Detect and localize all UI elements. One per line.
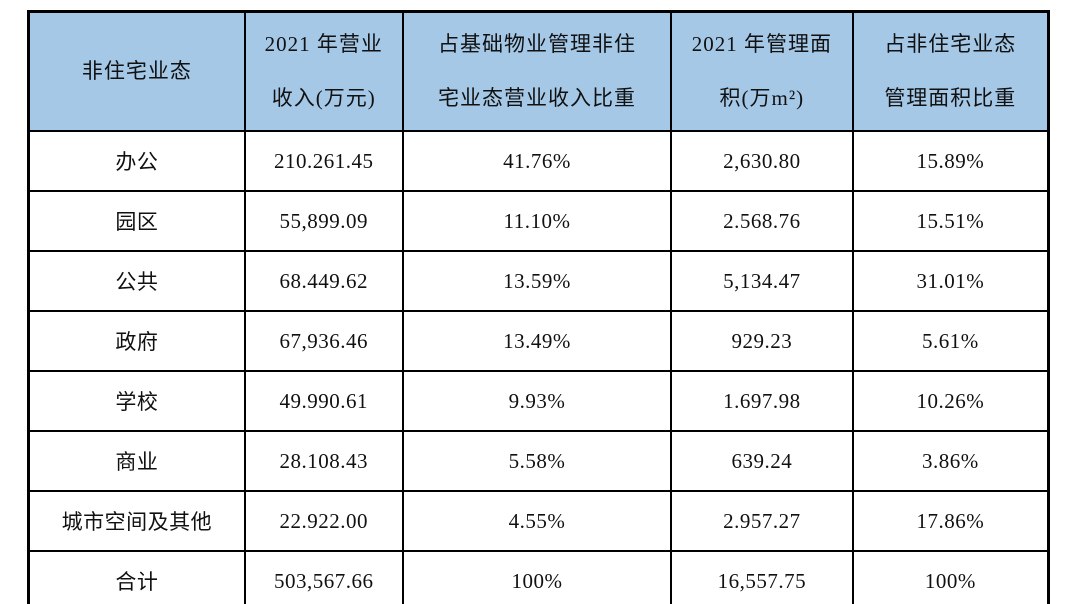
row-label-cell: 政府 <box>27 310 246 372</box>
data-cell: 13.59% <box>401 250 673 312</box>
data-cell: 31.01% <box>851 250 1050 312</box>
header-cell-line: 收入(万元) <box>271 86 376 110</box>
data-cell: 2.568.76 <box>670 190 854 252</box>
table-row: 办公 210.261.45 41.76% 2,630.80 15.89% <box>27 130 1050 192</box>
header-cell-1: 2021 年营业 收入(万元) <box>243 10 404 132</box>
header-cell-4: 占非住宅业态 管理面积比重 <box>851 10 1050 132</box>
table-row: 政府 67,936.46 13.49% 929.23 5.61% <box>27 310 1050 372</box>
data-cell: 9.93% <box>401 370 673 432</box>
data-cell: 100% <box>401 550 673 604</box>
data-cell: 3.86% <box>851 430 1050 492</box>
header-cell-line: 非住宅业态 <box>81 59 192 83</box>
header-cell-line: 宅业态营业收入比重 <box>437 86 636 110</box>
data-cell: 100% <box>851 550 1050 604</box>
header-cell-line: 管理面积比重 <box>884 86 1017 110</box>
header-cell-line: 占基础物业管理非住 <box>437 32 636 56</box>
data-cell: 15.89% <box>851 130 1050 192</box>
data-cell: 210.261.45 <box>243 130 404 192</box>
data-cell: 2,630.80 <box>670 130 854 192</box>
data-cell: 11.10% <box>401 190 673 252</box>
row-label-cell: 公共 <box>27 250 246 312</box>
header-cell-2: 占基础物业管理非住 宅业态营业收入比重 <box>401 10 673 132</box>
data-cell: 13.49% <box>401 310 673 372</box>
data-cell: 22.922.00 <box>243 490 404 552</box>
table-row: 合计 503,567.66 100% 16,557.75 100% <box>27 550 1050 604</box>
table-row: 城市空间及其他 22.922.00 4.55% 2.957.27 17.86% <box>27 490 1050 552</box>
data-cell: 929.23 <box>670 310 854 372</box>
non-residential-business-table: 非住宅业态 2021 年营业 收入(万元) 占基础物业管理非住 宅业态营业收入比重 202… <box>27 10 1050 604</box>
table-row: 公共 68.449.62 13.59% 5,134.47 31.01% <box>27 250 1050 312</box>
data-cell: 2.957.27 <box>670 490 854 552</box>
data-cell: 41.76% <box>401 130 673 192</box>
row-label-cell: 学校 <box>27 370 246 432</box>
data-cell: 67,936.46 <box>243 310 404 372</box>
data-cell: 16,557.75 <box>670 550 854 604</box>
header-cell-0: 非住宅业态 <box>27 10 246 132</box>
table-body: 办公 210.261.45 41.76% 2,630.80 15.89% 园区 55,899… <box>27 130 1050 604</box>
data-cell: 1.697.98 <box>670 370 854 432</box>
data-cell: 55,899.09 <box>243 190 404 252</box>
header-cell-line: 2021 年管理面 <box>691 32 832 56</box>
header-cell-3: 2021 年管理面 积(万m²) <box>670 10 854 132</box>
header-cell-line: 2021 年营业 <box>264 32 383 56</box>
data-cell: 49.990.61 <box>243 370 404 432</box>
data-cell: 68.449.62 <box>243 250 404 312</box>
data-cell: 10.26% <box>851 370 1050 432</box>
table-row: 学校 49.990.61 9.93% 1.697.98 10.26% <box>27 370 1050 432</box>
row-label-cell: 城市空间及其他 <box>27 490 246 552</box>
table-row: 园区 55,899.09 11.10% 2.568.76 15.51% <box>27 190 1050 252</box>
row-label-cell: 商业 <box>27 430 246 492</box>
data-cell: 5.58% <box>401 430 673 492</box>
data-cell: 4.55% <box>401 490 673 552</box>
row-label-cell: 园区 <box>27 190 246 252</box>
data-cell: 5.61% <box>851 310 1050 372</box>
data-cell: 15.51% <box>851 190 1050 252</box>
row-label-cell: 办公 <box>27 130 246 192</box>
data-cell: 5,134.47 <box>670 250 854 312</box>
data-cell: 28.108.43 <box>243 430 404 492</box>
data-cell: 503,567.66 <box>243 550 404 604</box>
row-label-cell: 合计 <box>27 550 246 604</box>
header-cell-line: 积(万m²) <box>719 86 805 110</box>
table-row: 商业 28.108.43 5.58% 639.24 3.86% <box>27 430 1050 492</box>
table-header: 非住宅业态 2021 年营业 收入(万元) 占基础物业管理非住 宅业态营业收入比重 202… <box>27 10 1050 132</box>
header-row: 非住宅业态 2021 年营业 收入(万元) 占基础物业管理非住 宅业态营业收入比重 202… <box>27 10 1050 132</box>
data-cell: 17.86% <box>851 490 1050 552</box>
data-cell: 639.24 <box>670 430 854 492</box>
header-cell-line: 占非住宅业态 <box>884 32 1017 56</box>
